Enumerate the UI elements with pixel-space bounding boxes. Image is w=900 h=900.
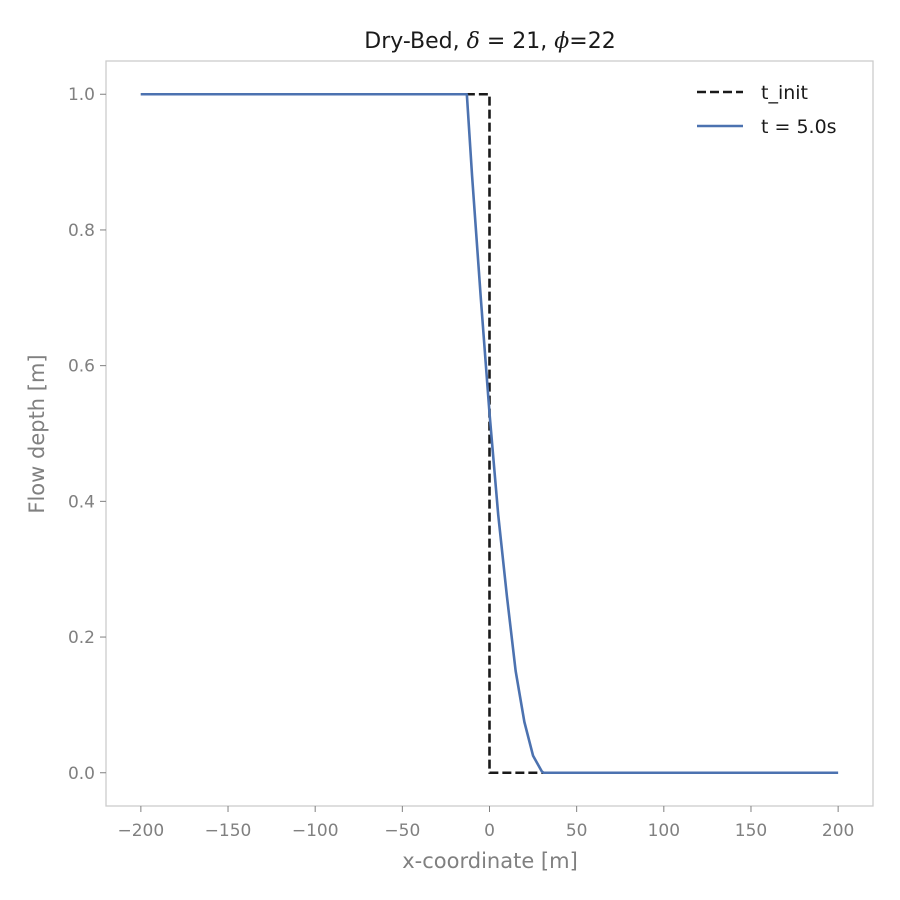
delta-symbol: δ xyxy=(467,29,480,54)
phi-symbol: ϕ xyxy=(554,29,569,54)
x-tick-label: 100 xyxy=(648,821,680,841)
series-line-2 xyxy=(140,92,839,775)
y-axis-ticks: 0.0 0.2 0.4 0.6 0.8 1.0 xyxy=(68,85,106,784)
x-tick-label: −150 xyxy=(205,821,252,841)
y-tick-label: 0.6 xyxy=(68,357,95,377)
y-tick-label: 0.0 xyxy=(68,764,95,784)
y-tick-label: 0.8 xyxy=(68,221,95,241)
x-tick-label: −200 xyxy=(118,821,165,841)
x-tick-label: 150 xyxy=(735,821,767,841)
legend-label: t_init xyxy=(761,82,808,104)
chart-title: Dry-Bed, δ = 21, ϕ=22 xyxy=(364,29,615,54)
x-axis-label: x-coordinate [m] xyxy=(402,849,578,873)
x-tick-label: 0 xyxy=(484,821,495,841)
y-tick-label: 0.2 xyxy=(68,628,95,648)
series-layer xyxy=(140,92,839,775)
y-tick-label: 0.4 xyxy=(68,492,95,512)
x-axis-ticks: −200 −150 −100 −50 0 50 100 150 200 xyxy=(118,806,854,841)
x-tick-label: −50 xyxy=(384,821,420,841)
legend-label: t = 5.0s xyxy=(761,116,837,138)
y-tick-label: 1.0 xyxy=(68,85,95,105)
x-tick-label: −100 xyxy=(292,821,339,841)
y-axis-label: Flow depth [m] xyxy=(25,354,49,513)
x-tick-label: 200 xyxy=(822,821,854,841)
x-tick-label: 50 xyxy=(566,821,588,841)
